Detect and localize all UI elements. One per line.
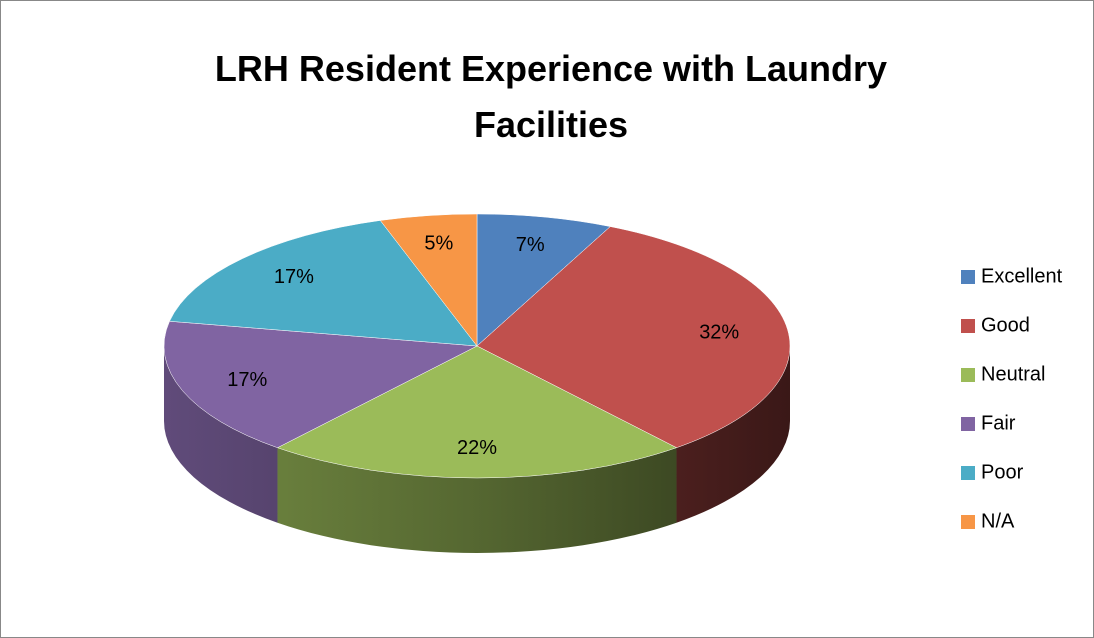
legend-label: Good (981, 314, 1030, 336)
legend-label: Fair (981, 412, 1016, 434)
legend-label: Neutral (981, 363, 1045, 385)
data-label: 22% (457, 437, 497, 459)
legend-swatch (961, 319, 975, 333)
data-label: 32% (699, 321, 739, 343)
pie-slice (379, 213, 478, 347)
pie-side (676, 346, 790, 523)
legend-label: N/A (981, 510, 1015, 532)
pie-slice (276, 345, 678, 479)
legend-swatch (961, 466, 975, 480)
data-label: 17% (227, 369, 267, 391)
data-label: 17% (274, 266, 314, 288)
pie-slice (169, 220, 478, 347)
legend-swatch (961, 368, 975, 382)
pie-slice (476, 226, 791, 448)
pie-slice (476, 213, 611, 347)
legend-swatch (961, 417, 975, 431)
legend-label: Excellent (981, 265, 1063, 287)
data-label: 5% (424, 233, 453, 255)
legend-swatch (961, 515, 975, 529)
pie-side (277, 447, 677, 553)
pie-side (164, 346, 278, 523)
legend-swatch (961, 270, 975, 284)
data-label: 7% (516, 234, 545, 256)
pie-slice (163, 321, 478, 448)
chart-title: LRH Resident Experience with Laundry Fac… (214, 48, 888, 145)
legend-label: Poor (981, 461, 1024, 483)
